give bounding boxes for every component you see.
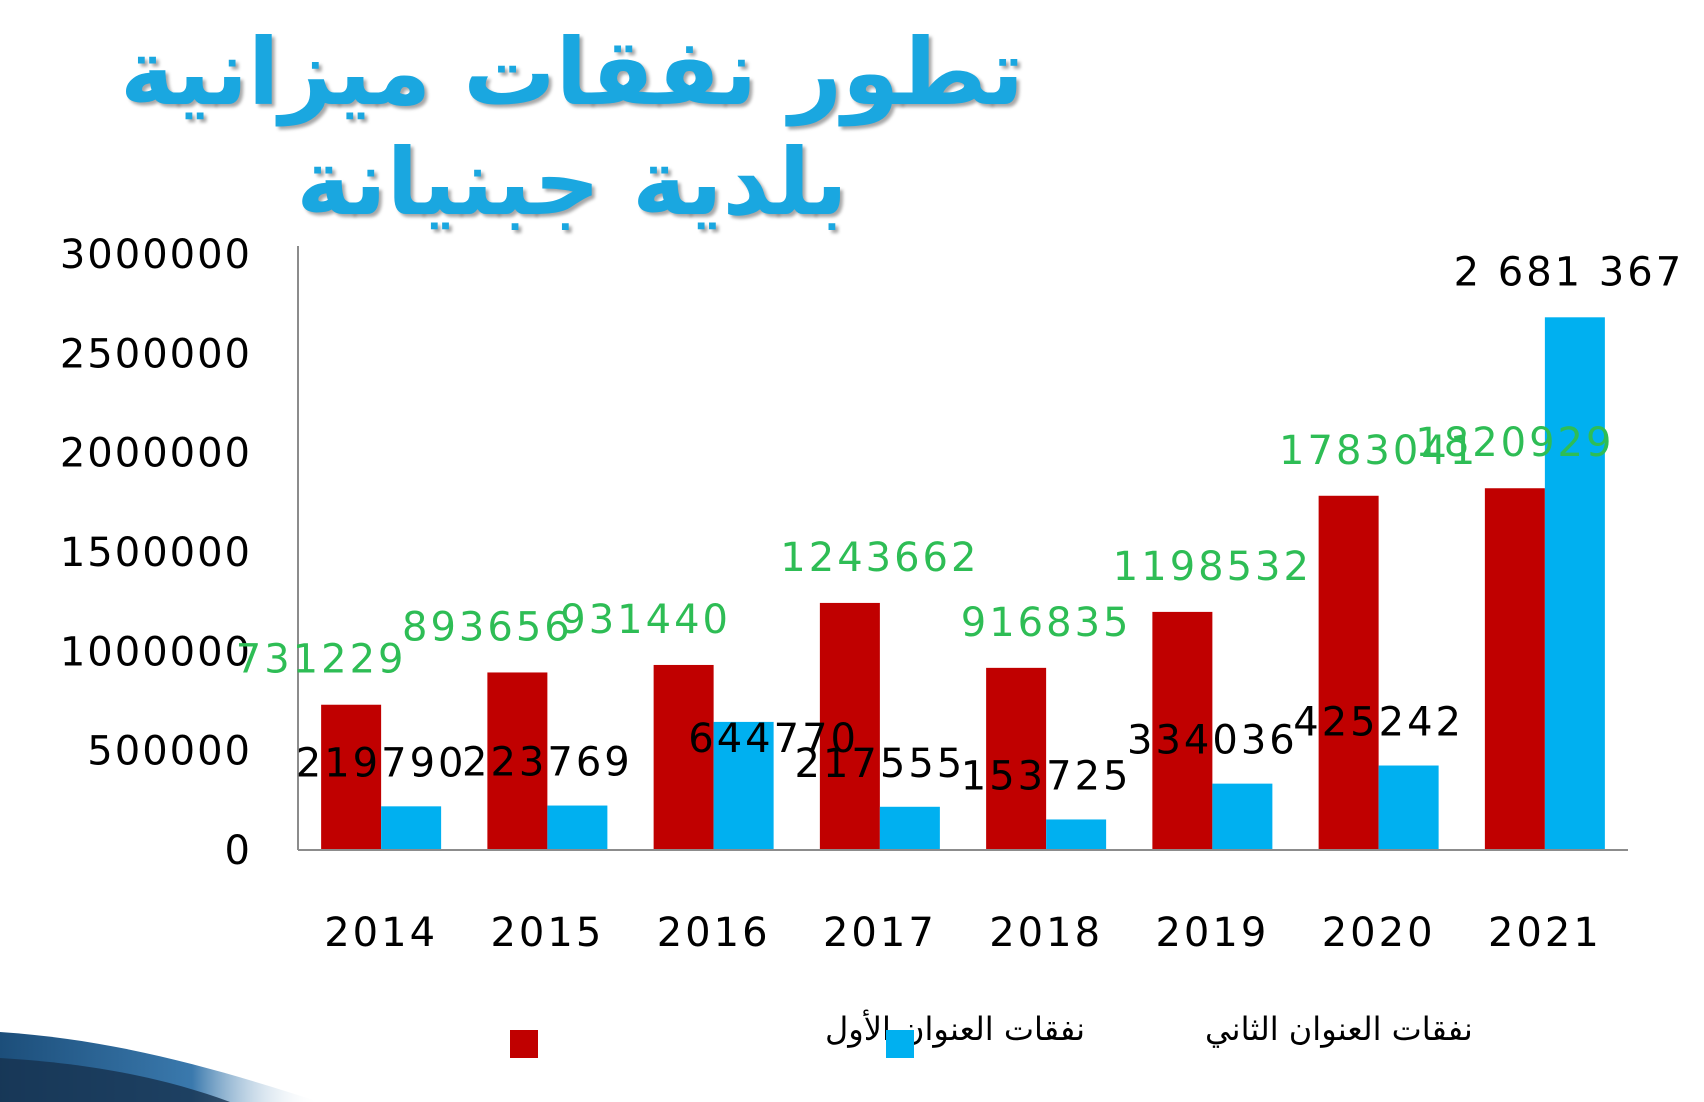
legend-label-series2: نفقات العنوان الثاني xyxy=(1205,1010,1473,1048)
x-tick-label: 2015 xyxy=(490,910,604,956)
x-tick-label: 2020 xyxy=(1322,910,1436,956)
y-tick-label: 2000000 xyxy=(60,431,252,477)
x-tick-label: 2021 xyxy=(1488,910,1602,956)
chart-title: تطور نفقات ميزانية بلدية جبنيانة xyxy=(119,19,1024,237)
data-label-series2-2017: 217555 xyxy=(795,741,966,787)
legend-swatch-series1 xyxy=(510,1030,538,1058)
x-tick-label: 2019 xyxy=(1155,910,1269,956)
bar-series1-2017 xyxy=(819,602,880,850)
x-tick-label: 2018 xyxy=(989,910,1103,956)
bar-series1-2021 xyxy=(1484,488,1545,850)
y-tick-label: 0 xyxy=(225,828,252,874)
data-label-series2-2019: 334036 xyxy=(1127,718,1298,764)
data-label-series1-2021: 1820929 xyxy=(1415,420,1614,466)
bar-series2-2019 xyxy=(1212,783,1273,850)
data-label-series2-2020: 425242 xyxy=(1293,700,1464,746)
bar-series2-2016 xyxy=(713,721,774,850)
data-label-series1-2016: 931440 xyxy=(560,597,731,643)
data-label-series2-2014: 219790 xyxy=(296,740,467,786)
bar-series1-2015 xyxy=(487,672,548,850)
bar-series1-2018 xyxy=(986,667,1047,850)
bars xyxy=(321,317,1605,850)
legend-swatch-series2 xyxy=(886,1030,914,1058)
bar-series2-2014 xyxy=(381,806,442,850)
data-label-series1-2017: 1243662 xyxy=(780,535,979,581)
data-label-series2-2018: 153725 xyxy=(961,753,1132,799)
y-axis: 0 500000 1000000 1500000 2000000 2500000 30000… xyxy=(60,232,299,874)
y-tick-label: 1500000 xyxy=(60,530,252,576)
data-label-series2-2016: 644770 xyxy=(688,716,859,762)
y-tick-label: 3000000 xyxy=(60,232,252,278)
data-labels: 731229 219790 893656 223769 931440 644770 1243… xyxy=(236,249,1685,799)
bar-series2-2020 xyxy=(1378,765,1439,850)
data-label-series1-2018: 916835 xyxy=(961,600,1132,646)
x-tick-label: 2014 xyxy=(324,910,438,956)
bar-series1-2019 xyxy=(1152,611,1213,850)
bar-series2-2017 xyxy=(879,806,940,850)
legend-label-series1: نفقات العنوان الأول xyxy=(825,1009,1085,1048)
y-tick-label: 2500000 xyxy=(60,331,252,377)
x-tick-label: 2016 xyxy=(657,910,771,956)
y-tick-label: 500000 xyxy=(87,729,252,775)
data-label-series1-2014: 731229 xyxy=(236,637,407,683)
legend: نفقات العنوان الأول نفقات العنوان الثاني xyxy=(510,1009,1473,1058)
bar-series1-2020 xyxy=(1318,495,1379,850)
y-tick-label: 1000000 xyxy=(60,629,252,675)
data-label-series1-2019: 1198532 xyxy=(1113,544,1312,590)
bar-series1-2014 xyxy=(321,704,382,850)
bar-series1-2016 xyxy=(653,664,714,850)
x-tick-label: 2017 xyxy=(823,910,937,956)
bar-series2-2021 xyxy=(1544,317,1605,850)
bar-series2-2015 xyxy=(547,805,608,850)
data-label-series2-2015: 223769 xyxy=(462,740,633,786)
data-label-series1-2015: 893656 xyxy=(402,604,573,650)
x-axis: 2014 2015 2016 2017 2018 2019 2020 2021 xyxy=(298,849,1628,956)
data-label-series1-2020: 1783041 xyxy=(1279,428,1478,474)
bar-series2-2018 xyxy=(1046,819,1107,850)
data-label-series2-2021: 2 681 367 xyxy=(1454,249,1685,295)
